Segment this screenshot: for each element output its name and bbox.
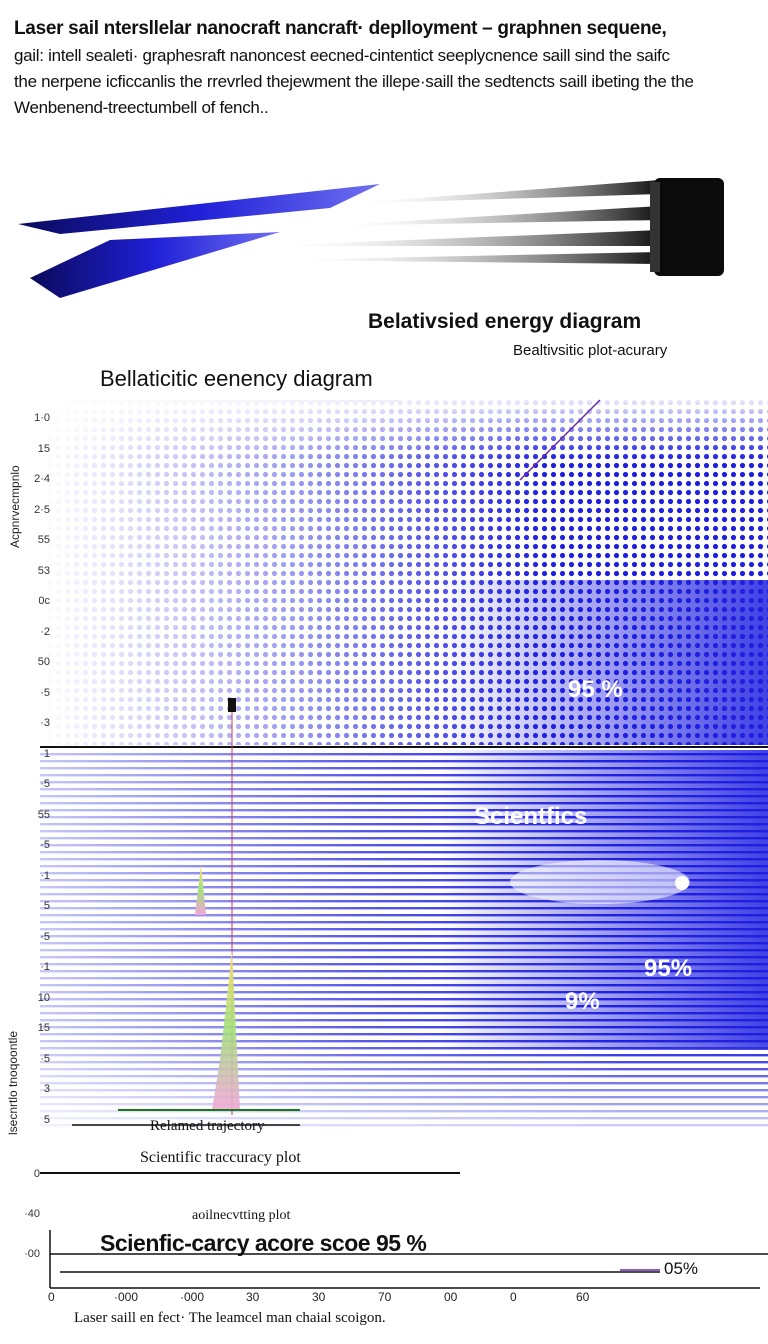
- lower-y-tick-label: ·00: [24, 1248, 40, 1260]
- beam-middle: [320, 206, 660, 226]
- percent-95-upper: 95 %: [568, 676, 623, 703]
- spectrum-peak-small: [195, 865, 206, 915]
- trajectory-label: Relamed trajectory: [150, 1118, 265, 1134]
- y-tick-label: ·5: [40, 930, 50, 943]
- header-line-2: gail: intell sealeti· graphesraft nanonc…: [14, 46, 670, 65]
- x-tick-label: 70: [378, 1290, 392, 1304]
- x-tick-label: 30: [246, 1290, 260, 1304]
- accuracy-plot-label: Scientific traccuracy plot: [140, 1149, 301, 1166]
- y-tick-label: ·5: [40, 778, 50, 790]
- y-axis-label-lower: lsecnrtlo tnoqoontle: [6, 1030, 20, 1135]
- y-tick-label: 2·4: [34, 473, 50, 485]
- score-label: Scienfic-carcy acore scoe 95 %: [100, 1230, 427, 1256]
- header-line-4: Wenbenend-treectumbell of fench..: [14, 98, 269, 117]
- y-tick-label: 0c: [38, 595, 50, 607]
- rec-plot-label: aoilnecvtting plot: [192, 1208, 291, 1223]
- energy-diagram-title-right: Belativsied energy diagram: [368, 310, 642, 333]
- upper-right-solid: [40, 580, 768, 745]
- score-right-label: 05%: [664, 1259, 699, 1278]
- percent-95-lower: 95%: [644, 955, 693, 982]
- x-tick-label: 60: [576, 1290, 590, 1304]
- x-tick-label: ·000: [114, 1290, 139, 1304]
- y-tick-label: 3: [43, 1083, 50, 1095]
- energy-plot: [40, 399, 768, 1174]
- y-tick-label: 15: [37, 1022, 50, 1034]
- y-tick-label: 5: [43, 900, 50, 912]
- x-tick-label: 0: [510, 1290, 517, 1304]
- diagonal-trace: [519, 399, 601, 481]
- scientific-label: Scientfics: [474, 803, 588, 830]
- trajectory-marker: [228, 698, 236, 712]
- y-tick-label: ·1: [40, 869, 50, 882]
- y-tick-label: ·5: [40, 686, 50, 699]
- plot-accuracy-label: Bealtivsitic plot-acurary: [513, 342, 668, 359]
- y-tick-label: ·2: [40, 625, 50, 638]
- sail-panel-upper: [18, 184, 380, 234]
- y-tick-label: 53: [37, 564, 50, 577]
- upper-top-fade: [40, 400, 768, 460]
- beam-bottom: [270, 252, 660, 264]
- spectrum-peak-large: [212, 950, 240, 1110]
- header-line-3: the nerpene icficcanlis the rrevrled the…: [14, 72, 694, 91]
- sail-panel-lower: [30, 232, 280, 298]
- y-tick-label: ·1: [40, 961, 50, 973]
- highlight-ellipse: [510, 860, 690, 904]
- figure-caption: Laser saill en fect· The leamcel man cha…: [74, 1310, 386, 1326]
- emitter-lens: [650, 182, 660, 272]
- emitter-body: [654, 178, 724, 276]
- x-tick-label: 30: [312, 1290, 326, 1304]
- y-tick-label: 55: [37, 808, 50, 821]
- y-tick-label: 2·5: [34, 503, 50, 516]
- percent-9-label: 9%: [565, 988, 600, 1015]
- energy-diagram-title-left: Bellaticitic eenency diagram: [100, 366, 373, 391]
- y-tick-label: ·5: [40, 839, 50, 851]
- y-tick-label: 1·0: [34, 412, 50, 424]
- y-tick-label: 5: [43, 1113, 50, 1126]
- x-tick-label: 0: [48, 1290, 55, 1304]
- header-line-1: Laser sail ntersllelar nanocraft nancraf…: [14, 18, 667, 39]
- x-tick-label: 00: [444, 1290, 458, 1304]
- lower-axes: [49, 1230, 768, 1289]
- y-axis-label-upper: Acpnrvecmpnlo: [8, 465, 22, 548]
- lower-bottom-fade: [40, 1040, 768, 1150]
- laser-sail-illustration: [18, 178, 724, 298]
- y-tick-label: ·5: [40, 1052, 50, 1065]
- target-dot: [675, 876, 689, 890]
- y-tick-label: 10: [37, 991, 50, 1004]
- y-tick-label: 15: [37, 442, 50, 455]
- y-tick-label: 50: [37, 656, 50, 668]
- y-tick-label: ·3: [40, 717, 50, 729]
- lower-y-tick-label: ·40: [24, 1208, 40, 1220]
- beam-upper: [340, 180, 660, 204]
- y-tick-label: 1: [43, 747, 50, 760]
- x-tick-label: ·000: [180, 1290, 205, 1304]
- lower-y-tick-label: 0: [33, 1168, 40, 1180]
- lower-right-solid: [40, 750, 768, 1050]
- beam-lower: [260, 230, 660, 246]
- y-tick-label: 55: [37, 534, 50, 546]
